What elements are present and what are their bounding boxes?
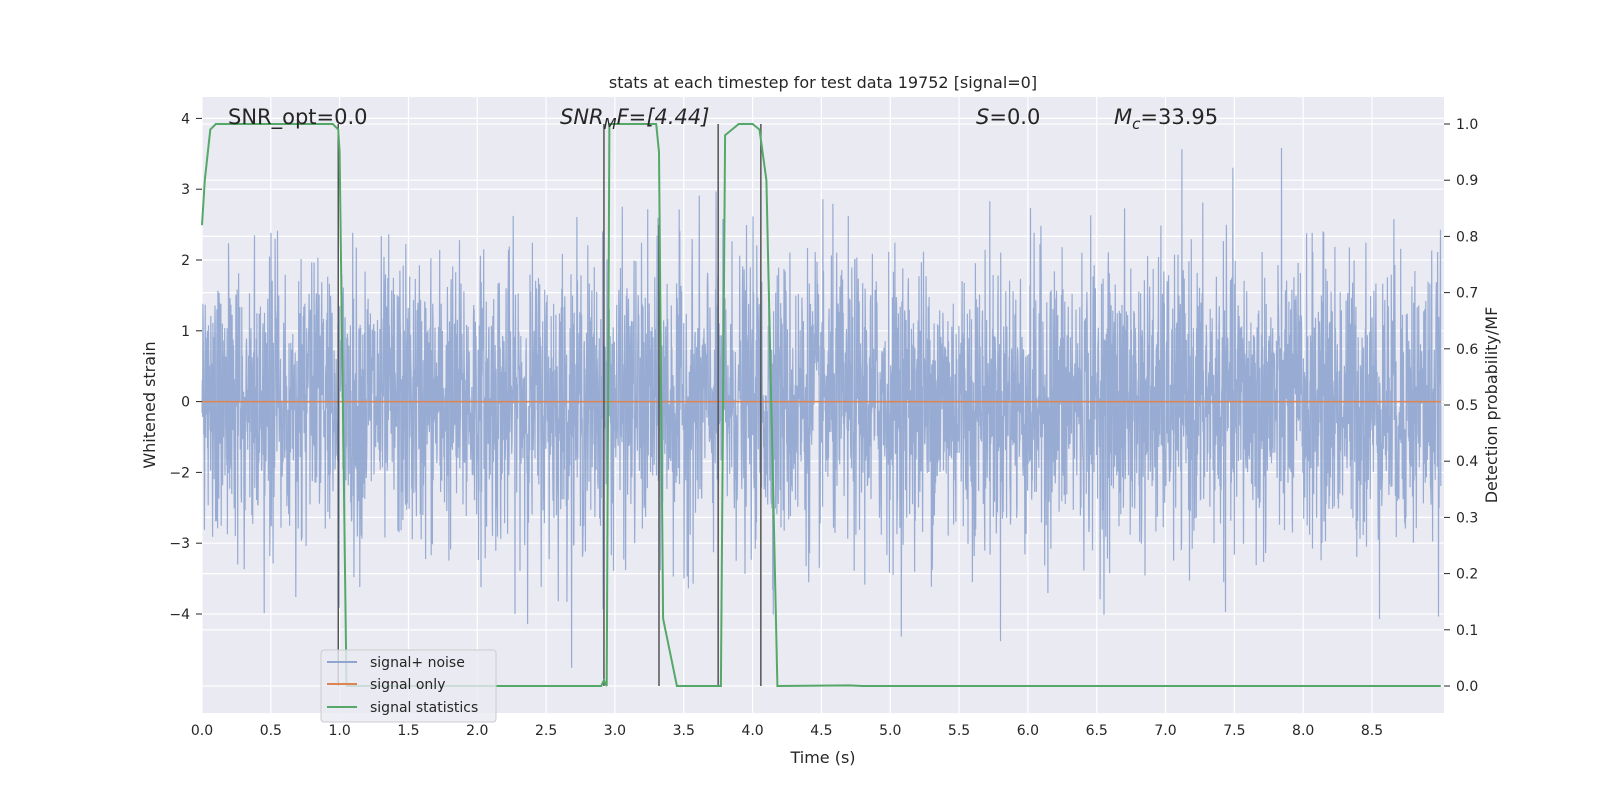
y2-tick-label: 0.8 <box>1456 229 1478 245</box>
legend: signal+ noise signal only signal statist… <box>320 649 497 723</box>
legend-label-signal-statistics: signal statistics <box>370 700 478 716</box>
y-tick-label: 4 <box>181 111 190 127</box>
y-tick-label: 2 <box>181 253 190 269</box>
y-tick-label: 1 <box>181 324 190 340</box>
x-tick-label: 7.5 <box>1223 723 1245 739</box>
y-tick-label: −3 <box>169 536 190 552</box>
x-tick-label: 3.5 <box>673 723 695 739</box>
y2-tick-label: 0.7 <box>1456 286 1478 302</box>
legend-label-signal-only: signal only <box>370 677 445 693</box>
y-tick-label: −2 <box>169 465 190 481</box>
y2-tick-label: 0.5 <box>1456 398 1478 414</box>
y2-tick-labels: 1.0 0.9 0.8 0.7 0.6 0.5 0.4 0.3 0.2 0.1 0.0 <box>1444 117 1478 695</box>
x-tick-label: 5.5 <box>948 723 970 739</box>
x-tick-label: 1.0 <box>329 723 351 739</box>
x-tick-label: 6.5 <box>1086 723 1108 739</box>
x-tick-label: 0.0 <box>191 723 213 739</box>
y2-tick-label: 0.3 <box>1456 510 1478 526</box>
x-tick-label: 2.0 <box>466 723 488 739</box>
y-tick-label: −4 <box>169 607 190 623</box>
y-tick-label: 3 <box>181 182 190 198</box>
annotation-mc-symbol: M <box>1114 105 1132 129</box>
x-tick-labels: 0.0 0.5 1.0 1.5 2.0 2.5 3.0 3.5 4.0 4.5 5.0 5.5 6.0 6… <box>191 723 1383 739</box>
x-tick-label: 2.5 <box>535 723 557 739</box>
y2-tick-label: 0.9 <box>1456 173 1478 189</box>
y2-tick-label: 0.4 <box>1456 454 1478 470</box>
legend-label-signal-noise: signal+ noise <box>370 655 465 671</box>
y2-tick-label: 0.0 <box>1456 679 1478 695</box>
annotation-snr-opt: SNR_opt=0.0 <box>228 105 368 130</box>
x-tick-label: 8.0 <box>1292 723 1314 739</box>
y2-tick-label: 0.6 <box>1456 342 1478 358</box>
annotation-snr-mf-symbol: SNR <box>560 105 604 129</box>
chart-title: stats at each timestep for test data 197… <box>609 73 1037 92</box>
y-tick-labels: 4 3 2 1 0 −2 −3 −4 <box>169 111 202 623</box>
annotation-snr-mf-subscript: M <box>604 115 617 133</box>
x-tick-label: 4.0 <box>741 723 763 739</box>
x-tick-label: 7.0 <box>1154 723 1176 739</box>
y2-tick-label: 0.2 <box>1456 567 1478 583</box>
annotation-s: S=0.0 <box>976 105 1040 129</box>
plot-series <box>201 123 1442 688</box>
annotation-s-value: =0.0 <box>989 105 1040 129</box>
x-tick-label: 3.0 <box>604 723 626 739</box>
x-tick-label: 1.5 <box>397 723 419 739</box>
annotation-mc-value: =33.95 <box>1140 105 1218 129</box>
y2-tick-label: 0.1 <box>1456 623 1478 639</box>
annotation-s-symbol: S <box>976 105 989 129</box>
annotation-mc-subscript: c <box>1132 115 1141 133</box>
annotation-snr-mf-value: F=[4.44] <box>617 105 710 129</box>
x-axis-label: Time (s) <box>789 748 855 767</box>
series-signal-statistics <box>201 123 1441 688</box>
y2-tick-label: 1.0 <box>1456 117 1478 133</box>
x-tick-label: 5.0 <box>879 723 901 739</box>
x-tick-label: 4.5 <box>810 723 832 739</box>
x-tick-label: 8.5 <box>1361 723 1383 739</box>
legend-box <box>320 649 497 723</box>
series-signal-noise <box>201 147 1442 668</box>
x-tick-label: 0.5 <box>260 723 282 739</box>
x-tick-label: 6.0 <box>1017 723 1039 739</box>
annotation-snr-mf: SNRMF=[4.44] <box>560 105 709 133</box>
y-tick-label: 0 <box>181 395 190 411</box>
y2-axis-label: Detection probability/MF <box>1482 307 1501 504</box>
y-axis-label: Whitened strain <box>140 341 159 468</box>
annotation-mc: Mc=33.95 <box>1114 105 1218 133</box>
